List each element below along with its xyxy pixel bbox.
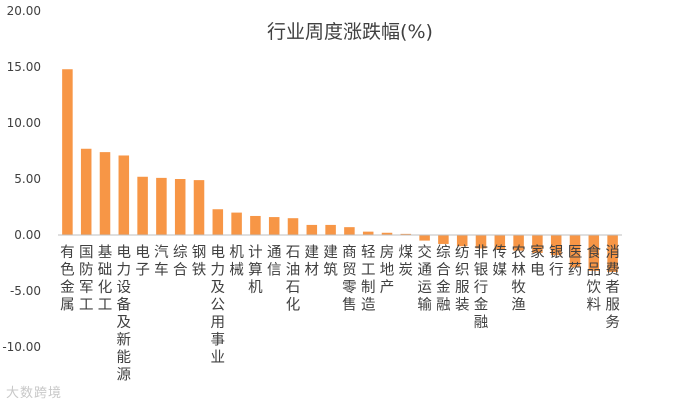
category-label: 国防军工 (79, 245, 94, 314)
category-label: 电力及公用事业 (211, 244, 226, 366)
category-label: 有色金属 (60, 244, 75, 314)
bar-7 (193, 180, 205, 235)
y-tick-label: -5.00 (10, 284, 41, 298)
bar-5 (156, 177, 167, 235)
category-label: 银行 (549, 244, 564, 279)
category-labels: 有色金属国防军工基础化工电力设备及新能源电子汽车综合钢铁电力及公用事业机械计算机… (60, 243, 620, 384)
category-label: 家电 (530, 244, 545, 279)
bar-29 (607, 235, 618, 272)
bar-24 (513, 235, 524, 251)
bar-25 (532, 235, 543, 253)
y-tick-label: 15.00 (7, 60, 41, 74)
bar-18 (400, 233, 412, 235)
bar-9 (231, 212, 242, 235)
bar-2 (99, 152, 111, 235)
category-label: 煤炭 (399, 244, 414, 279)
bar-17 (381, 232, 393, 235)
category-label: 消费者服务 (605, 244, 620, 331)
category-label: 交通运输 (417, 243, 432, 314)
category-label: 汽车 (154, 244, 169, 279)
category-label: 钢铁 (192, 244, 207, 279)
y-tick-label: -10.00 (2, 340, 41, 354)
bar-22 (475, 235, 487, 249)
y-tick-label: 20.00 (7, 4, 41, 18)
category-label: 轻工制造 (361, 244, 376, 314)
category-label: 非银行金融 (474, 244, 489, 331)
bar-23 (494, 235, 506, 250)
category-label: 通信 (267, 244, 282, 279)
bar-1 (80, 148, 92, 235)
bar-21 (456, 235, 468, 247)
y-tick-label: 0.00 (14, 228, 41, 242)
chart-title: 行业周度涨跌幅(%) (267, 21, 433, 43)
category-label: 计算机 (248, 244, 263, 296)
bar-19 (419, 235, 430, 241)
y-tick-label: 10.00 (7, 116, 41, 130)
category-label: 基础化工 (98, 244, 113, 314)
category-label: 电子 (135, 244, 150, 279)
bar-20 (438, 235, 449, 244)
bar-28 (588, 235, 600, 271)
category-label: 石油石化 (286, 245, 301, 314)
category-label: 食品饮料 (587, 244, 602, 314)
category-label: 纺织服装 (455, 244, 470, 314)
category-label: 综合 (173, 244, 188, 279)
category-label: 建筑 (323, 244, 338, 279)
bar-10 (250, 215, 261, 235)
bar-15 (344, 227, 355, 235)
bar-13 (306, 224, 318, 235)
bar-26 (550, 235, 562, 256)
bar-8 (212, 209, 224, 235)
bar-3 (118, 155, 130, 235)
category-label: 农林牧渔 (511, 244, 526, 314)
bar-16 (362, 231, 374, 235)
category-label: 综合金融 (436, 244, 451, 314)
category-label: 医药 (568, 245, 583, 279)
bar-27 (569, 235, 581, 268)
category-label: 电力设备及新能源 (117, 244, 132, 384)
bar-0 (62, 69, 73, 236)
bar-6 (174, 179, 186, 235)
bar-14 (325, 224, 336, 235)
y-axis: 20.00 15.00 10.00 5.00 0.00 -5.00 -10.00 (2, 4, 41, 354)
bar-4 (137, 176, 148, 235)
watermark-logo: 大数跨境 (6, 386, 63, 401)
category-label: 房地产 (380, 244, 395, 296)
category-label: 传媒 (493, 244, 508, 279)
bar-series (62, 69, 618, 272)
category-label: 建材 (305, 244, 320, 279)
bar-12 (287, 218, 299, 235)
category-label: 商贸零售 (342, 244, 357, 314)
bar-11 (268, 217, 280, 235)
y-tick-label: 5.00 (14, 172, 41, 186)
category-label: 机械 (229, 244, 244, 279)
